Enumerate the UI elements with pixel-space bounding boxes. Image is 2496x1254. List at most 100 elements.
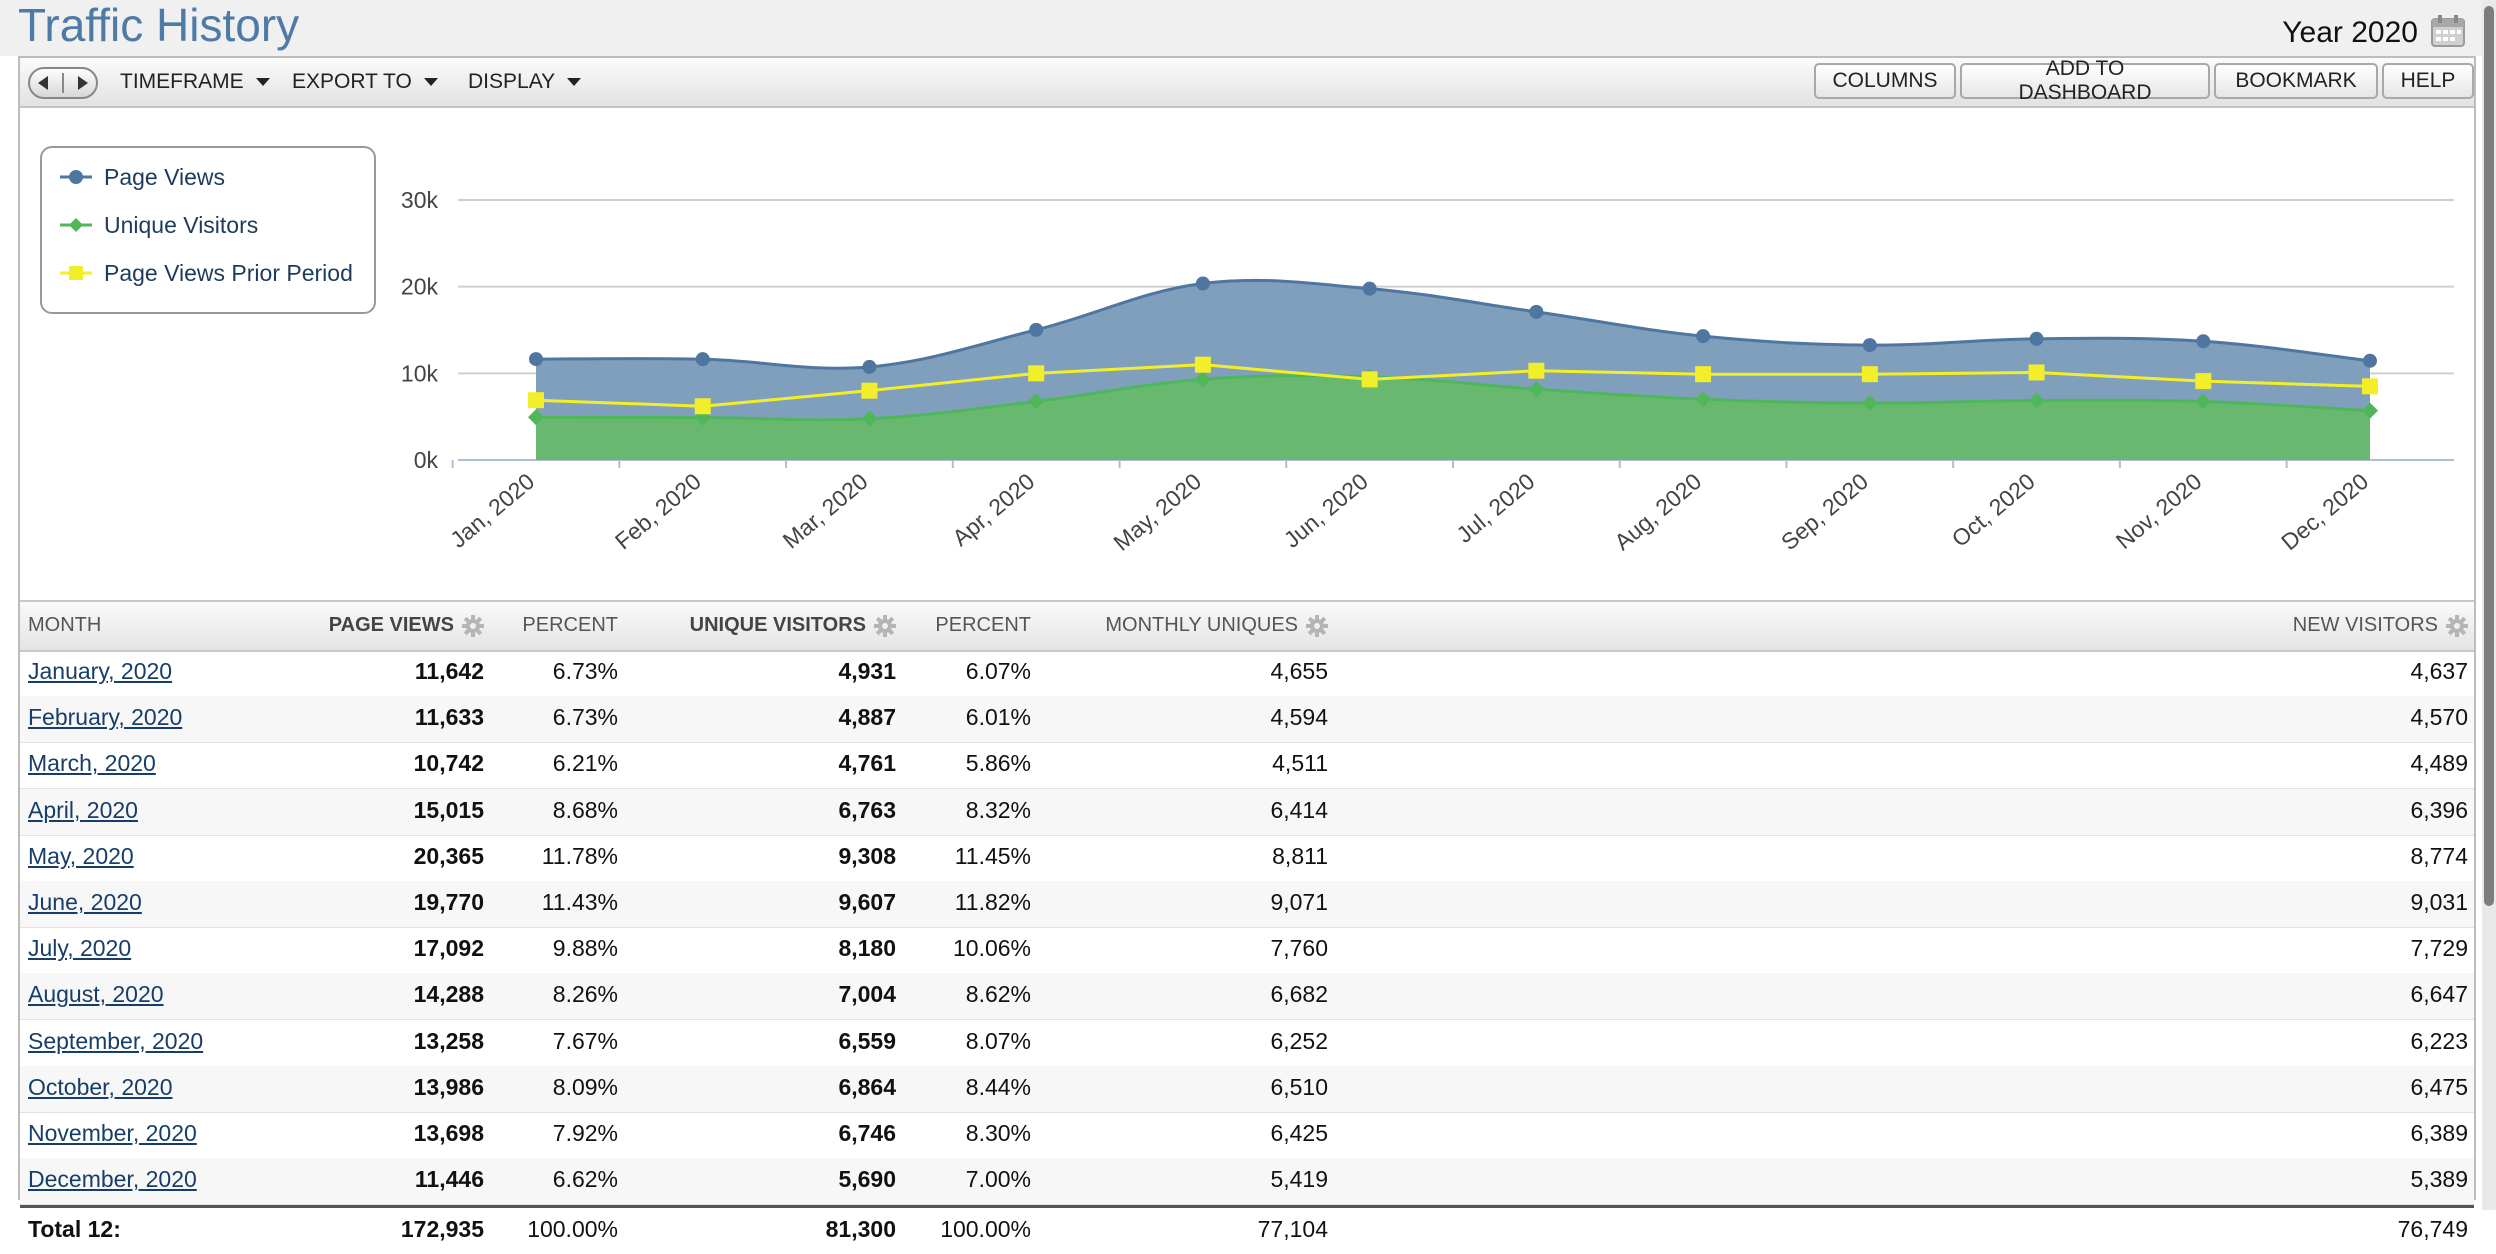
x-tick-label: Dec, 2020 (2276, 468, 2373, 555)
month-link[interactable]: June, 2020 (28, 889, 142, 915)
y-tick-label: 10k (401, 360, 439, 386)
gear-icon[interactable] (462, 614, 484, 637)
columns-button[interactable]: COLUMNS (1814, 63, 1956, 99)
total-cell: 76,749 (2397, 1216, 2468, 1243)
export-label: EXPORT TO (292, 70, 412, 93)
export-menu[interactable]: EXPORT TO (292, 70, 438, 94)
month-link[interactable]: July, 2020 (28, 935, 132, 962)
table-cell: 6,559 (838, 1027, 896, 1054)
timeframe-menu[interactable]: TIMEFRAME (120, 70, 270, 94)
period-label: Year 2020 (2282, 16, 2418, 49)
table-row: October, 2020 13,986 8.09% 6,864 8.44% 6,510 6… (20, 1065, 2474, 1113)
scrollbar-thumb[interactable] (2484, 6, 2494, 906)
page-views-point[interactable] (1529, 304, 1544, 319)
prior-period-point[interactable] (528, 392, 544, 409)
page-views-point[interactable] (695, 352, 710, 367)
column-header[interactable]: UNIQUE VISITORS (690, 614, 896, 637)
prior-period-point[interactable] (861, 382, 878, 399)
column-header[interactable]: MONTHLY UNIQUES (1105, 614, 1328, 637)
prior-period-point[interactable] (2028, 364, 2045, 381)
table-cell: 8.09% (552, 1073, 618, 1100)
table-cell: 9,607 (838, 889, 896, 915)
table-cell: 6.01% (965, 704, 1031, 731)
page-views-point[interactable] (2029, 331, 2044, 346)
prior-period-point[interactable] (1028, 365, 1045, 382)
x-tick-label: Sep, 2020 (1776, 468, 1873, 555)
month-link[interactable]: March, 2020 (28, 750, 156, 777)
display-menu[interactable]: DISPLAY (468, 70, 582, 94)
month-link[interactable]: February, 2020 (28, 704, 183, 731)
prev-arrow-icon[interactable] (36, 75, 50, 91)
month-link[interactable]: January, 2020 (28, 658, 173, 684)
unique-visitors-point[interactable] (1028, 393, 1045, 410)
month-link[interactable]: April, 2020 (28, 796, 138, 823)
calendar-icon[interactable] (2430, 14, 2466, 48)
bookmark-button[interactable]: BOOKMARK (2214, 63, 2378, 99)
table-cell: 11.78% (541, 842, 618, 869)
month-link[interactable]: December, 2020 (28, 1166, 197, 1193)
next-arrow-icon[interactable] (76, 75, 90, 91)
x-tick-label: Oct, 2020 (1947, 468, 2040, 552)
prior-period-point[interactable] (1861, 366, 1878, 383)
column-header[interactable]: PERCENT (522, 614, 618, 637)
column-header[interactable]: MONTH (28, 614, 101, 637)
month-link[interactable]: November, 2020 (28, 1120, 197, 1146)
table-row: February, 2020 11,633 6.73% 4,887 6.01% 4,594… (20, 696, 2474, 744)
unique-visitors-point[interactable] (1861, 395, 1878, 412)
help-button[interactable]: HELP (2382, 63, 2474, 99)
page-views-point[interactable] (1862, 338, 1877, 353)
legend-item-page-views[interactable]: Page Views (58, 162, 225, 192)
unique-visitors-point[interactable] (2028, 392, 2045, 409)
prior-period-point[interactable] (2362, 378, 2378, 395)
timeframe-label: TIMEFRAME (120, 70, 244, 93)
legend-item-prior-period[interactable]: Page Views Prior Period (58, 258, 353, 288)
prior-period-point[interactable] (2195, 373, 2212, 390)
unique-visitors-point[interactable] (528, 409, 544, 426)
legend-marker-diamond-icon (60, 218, 92, 232)
table-cell: 5,389 (2410, 1166, 2468, 1193)
month-link[interactable]: May, 2020 (28, 842, 134, 869)
prior-period-point[interactable] (694, 398, 711, 415)
add-to-dashboard-button[interactable]: ADD TO DASHBOARD (1960, 57, 2210, 104)
prior-period-point[interactable] (1361, 371, 1378, 388)
table-cell: 6,475 (2410, 1073, 2468, 1100)
table-row: December, 2020 11,446 6.62% 5,690 7.00% 5,419… (20, 1158, 2474, 1206)
page-views-point[interactable] (1362, 281, 1377, 296)
page-views-point[interactable] (1029, 322, 1044, 337)
table-cell: 5,690 (838, 1166, 896, 1193)
unique-visitors-point[interactable] (2195, 393, 2212, 410)
gear-icon[interactable] (874, 614, 896, 637)
period-nav[interactable] (28, 67, 98, 99)
column-header[interactable]: PERCENT (935, 614, 1031, 637)
prior-period-point[interactable] (1194, 356, 1211, 373)
unique-visitors-point[interactable] (1528, 381, 1545, 398)
toolbar: TIMEFRAME EXPORT TO DISPLAY COLUMNS ADD … (20, 57, 2474, 108)
unique-visitors-point[interactable] (861, 410, 878, 427)
page-views-point[interactable] (529, 352, 543, 367)
table-cell: 11.45% (954, 842, 1031, 869)
legend-item-unique-visitors[interactable]: Unique Visitors (58, 210, 258, 240)
unique-visitors-point[interactable] (1695, 391, 1712, 408)
prior-period-point[interactable] (1695, 366, 1712, 383)
vertical-scrollbar[interactable] (2482, 0, 2496, 1210)
month-link[interactable]: October, 2020 (28, 1073, 173, 1100)
gear-icon[interactable] (2446, 614, 2468, 637)
gear-icon[interactable] (1306, 614, 1328, 637)
prior-period-point[interactable] (1528, 362, 1545, 379)
table-cell: 5,419 (1270, 1166, 1328, 1193)
column-header[interactable]: PAGE VIEWS (329, 614, 484, 637)
table-cell: 9,308 (838, 842, 896, 869)
table-cell: 6.73% (552, 658, 618, 684)
page-views-point[interactable] (862, 359, 877, 374)
page-views-point[interactable] (2363, 353, 2377, 368)
month-link[interactable]: August, 2020 (28, 981, 164, 1008)
page-views-point[interactable] (2196, 334, 2211, 349)
page-views-point[interactable] (1696, 329, 1711, 344)
month-link[interactable]: September, 2020 (28, 1027, 204, 1054)
table-cell: 8.32% (965, 796, 1031, 823)
table-cell: 7.00% (965, 1166, 1031, 1193)
column-header[interactable]: NEW VISITORS (2293, 614, 2468, 637)
unique-visitors-point[interactable] (1194, 371, 1211, 388)
page-views-point[interactable] (1195, 276, 1210, 291)
unique-visitors-point[interactable] (2362, 402, 2378, 419)
